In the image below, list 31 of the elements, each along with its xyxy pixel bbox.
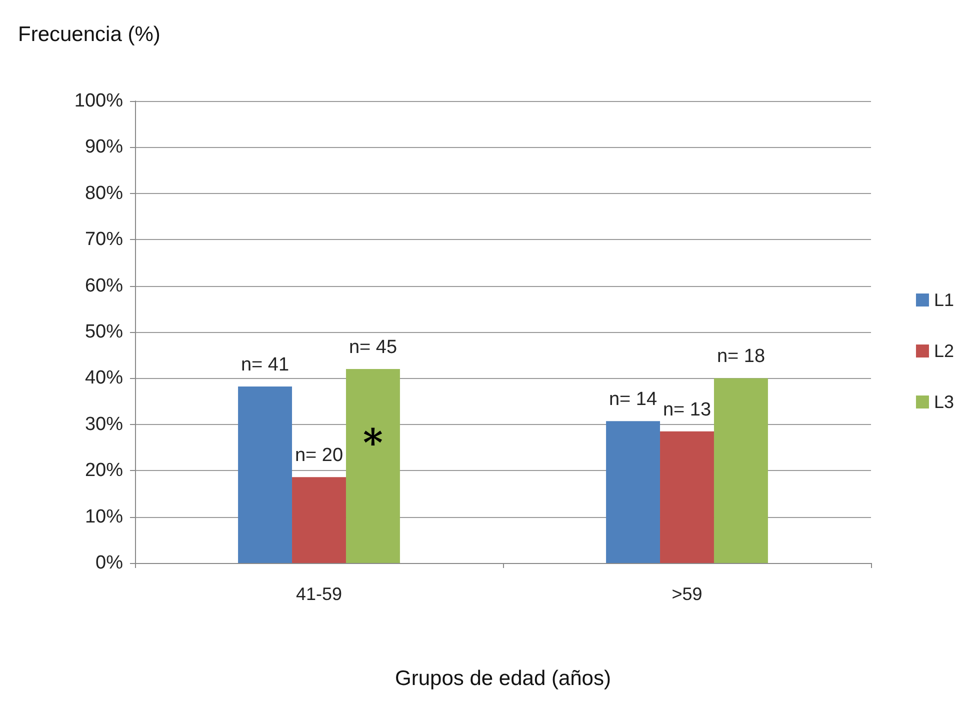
bar [714,378,768,563]
bar [660,431,714,563]
x-axis-title: Grupos de edad (años) [395,667,611,690]
annotation: n= 18 [716,346,766,368]
annotation: n= 13 [662,399,712,420]
y-tick-label: 50% [84,322,124,342]
bar [238,386,292,563]
annotation: n= 20 [294,445,344,466]
y-tick-label: 40% [84,368,124,389]
bar [606,421,660,563]
bar [292,477,346,563]
annotation: * [363,420,384,466]
y-tick-label: 100% [74,90,124,112]
annotation: n= 14 [608,389,658,410]
x-tick-label: 41-59 [296,584,342,604]
annotation: n= 41 [240,354,290,376]
legend-label: L2 [934,341,954,361]
y-tick-label: 70% [84,229,124,250]
annotation: n= 45 [348,336,398,358]
y-tick-label: 0% [96,552,124,574]
legend-label: L3 [934,392,954,412]
y-tick-label: 30% [84,414,124,435]
y-tick-label: 60% [84,275,124,296]
y-tick-label: 20% [84,460,124,482]
x-tick-label: >59 [672,584,702,604]
bar [346,368,400,563]
y-tick-label: 10% [84,506,124,528]
y-tick-label: 80% [84,182,124,204]
y-axis-title: Frecuencia (%) [18,23,160,46]
legend-label: L1 [934,290,954,310]
y-tick-label: 90% [84,136,124,158]
